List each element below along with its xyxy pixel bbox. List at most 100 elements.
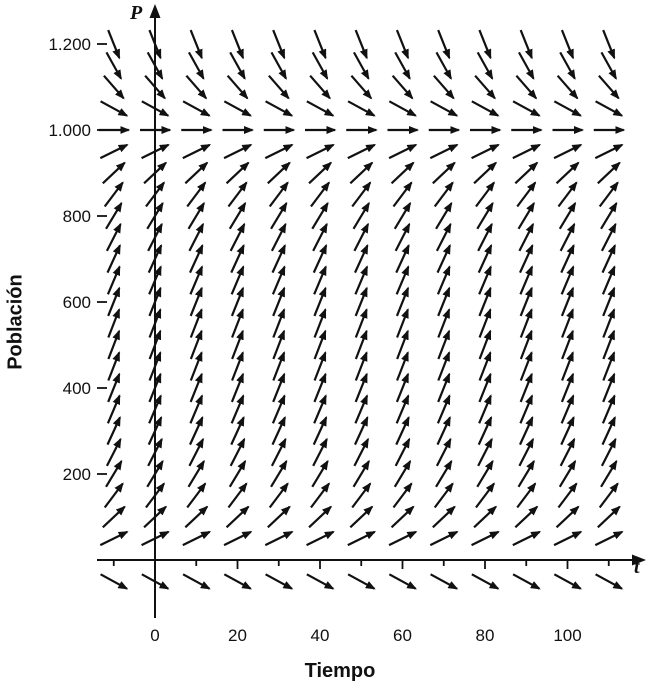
field-arrow [390,505,415,529]
field-arrow [107,351,121,381]
field-arrow [272,372,286,403]
field-arrow [354,394,369,424]
field-arrow [223,100,252,117]
y-tick-label: 1.000 [48,121,91,140]
field-arrow [394,437,411,467]
field-arrow [187,459,205,488]
field-arrow [476,51,494,80]
field-arrow [396,351,409,381]
field-arrow [185,74,208,100]
field-arrow [600,201,618,230]
field-arrow [602,351,616,381]
field-arrow [352,51,370,80]
field-arrow [557,181,578,208]
field-arrow [478,308,492,338]
field-arrow [352,201,370,230]
field-arrow [188,437,205,467]
field-arrow [271,243,286,274]
field-arrow [225,505,250,529]
field-arrow [100,100,129,117]
field-arrow [146,51,164,80]
field-arrow [223,143,253,160]
field-arrow [600,51,618,80]
field-arrow [556,74,579,100]
field-arrow [107,308,121,338]
field-arrow [561,329,574,360]
field-arrow [103,74,125,100]
field-arrow [228,459,247,488]
field-arrow [597,161,621,185]
field-arrow [478,265,492,295]
field-arrow [388,100,417,117]
field-arrow [559,222,576,252]
field-arrow [354,415,369,446]
field-arrow [107,29,121,60]
field-arrow [517,459,535,488]
field-arrow [597,505,621,529]
field-arrow [102,161,126,185]
field-arrow [473,161,498,185]
field-arrow [476,459,494,488]
field-arrow [351,181,372,208]
field-arrow [229,437,246,467]
field-arrow [141,100,170,117]
field-arrow [265,573,294,590]
field-arrow [271,394,286,424]
field-arrow [512,573,541,590]
x-tick-label: 20 [228,626,247,645]
field-arrow [227,181,248,208]
field-arrow [478,29,492,60]
field-arrow [561,351,574,381]
field-arrow [351,482,372,509]
field-arrow [437,29,451,60]
field-arrow [105,222,122,252]
field-arrow [519,29,533,60]
field-arrow [310,181,330,208]
field-arrow [388,530,418,547]
field-arrow [312,243,328,274]
field-arrow [476,201,494,230]
field-arrow [560,265,575,295]
field-arrow [182,100,211,117]
field-arrow [393,459,412,488]
field-arrow [106,243,121,274]
field-arrow [268,181,289,208]
field-arrow [313,308,327,338]
field-arrow [437,308,451,338]
field-arrow [477,415,493,446]
field-arrow [512,143,542,160]
field-arrow [189,265,204,295]
y-tick-label: 600 [63,293,91,312]
field-arrow [601,415,616,446]
field-arrow [553,573,582,590]
field-arrow [145,482,165,509]
field-arrow [602,372,616,403]
field-arrow [602,29,616,60]
field-arrow [308,505,333,529]
y-tick-label: 400 [63,379,91,398]
field-arrow [602,286,616,317]
field-arrow [559,437,576,467]
field-arrow [312,222,328,252]
field-arrow [270,51,288,80]
field-arrow [189,372,203,403]
field-arrow [595,100,624,117]
field-arrow [560,243,575,274]
field-arrow [478,394,492,424]
x-axis-title: Tiempo [304,660,376,682]
field-arrow [229,51,246,80]
field-arrow [311,459,329,488]
y-tick-label: 800 [63,207,91,226]
field-arrow [436,265,451,295]
field-arrow [601,265,616,295]
field-arrow [388,573,417,590]
y-axis-title: Población [4,274,27,370]
field-arrow [347,100,376,117]
tick-labels: 0 20 40 60 80 100 200 400 600 800 1.000 1.200 [48,35,581,645]
field-arrow [560,286,575,317]
field-arrow [306,530,335,547]
field-arrow [189,415,204,446]
field-arrow [147,415,163,446]
field-arrow [518,222,535,252]
field-arrow [519,265,534,295]
